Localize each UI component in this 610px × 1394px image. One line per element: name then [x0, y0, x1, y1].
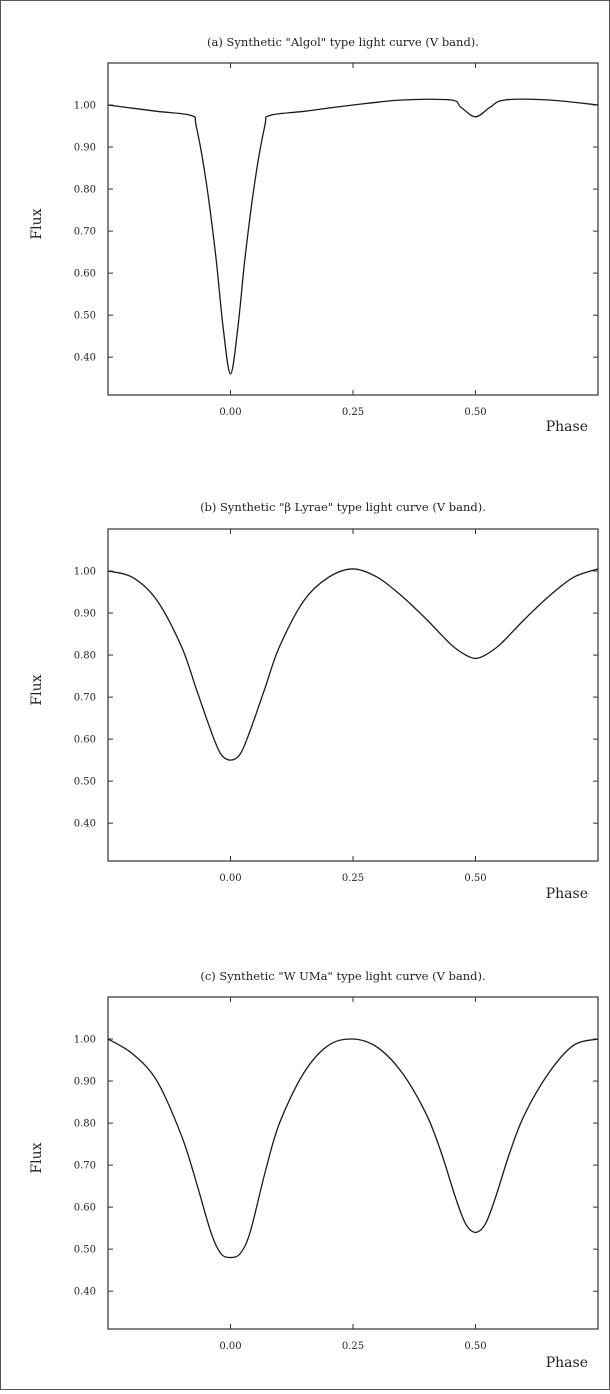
y-tick-label-beta-lyrae: 0.90: [74, 609, 96, 620]
y-tick-label-algol: 0.70: [74, 227, 96, 238]
y-tick-label-w-uma: 0.40: [74, 1287, 96, 1298]
chart-title-beta-lyrae: (b) Synthetic "β Lyrae" type light curve…: [200, 500, 486, 514]
x-axis-label-beta-lyrae: Phase: [546, 886, 588, 902]
y-tick-label-w-uma: 0.80: [74, 1119, 96, 1130]
chart-panel-algol: (a) Synthetic "Algol" type light curve (…: [29, 35, 599, 435]
chart-panel-beta-lyrae: (b) Synthetic "β Lyrae" type light curve…: [29, 500, 599, 902]
x-tick-label-algol: 0.25: [342, 407, 364, 418]
y-tick-label-algol: 0.90: [74, 143, 96, 154]
x-tick-label-w-uma: 0.50: [464, 1341, 486, 1352]
plot-frame-w-uma: [107, 996, 599, 1330]
light-curve-w-uma: [107, 1038, 599, 1259]
y-tick-label-w-uma: 1.00: [74, 1035, 96, 1046]
y-tick-label-algol: 1.00: [74, 101, 96, 112]
y-tick-label-algol: 0.50: [74, 311, 96, 322]
y-tick-label-algol: 0.40: [74, 353, 96, 364]
y-tick-label-beta-lyrae: 1.00: [74, 567, 96, 578]
x-tick-label-algol: 0.00: [219, 407, 241, 418]
chart-title-algol: (a) Synthetic "Algol" type light curve (…: [207, 35, 479, 49]
y-tick-label-w-uma: 0.50: [74, 1245, 96, 1256]
x-tick-label-algol: 0.50: [464, 407, 486, 418]
plot-frame-algol: [107, 62, 599, 396]
x-tick-label-w-uma: 0.00: [219, 1341, 241, 1352]
y-tick-label-algol: 0.60: [74, 269, 96, 280]
y-tick-label-w-uma: 0.60: [74, 1203, 96, 1214]
plot-frame-beta-lyrae: [107, 528, 599, 862]
x-axis-label-w-uma: Phase: [546, 1355, 588, 1371]
x-tick-label-w-uma: 0.25: [342, 1341, 364, 1352]
x-axis-label-algol: Phase: [546, 419, 588, 435]
x-tick-label-beta-lyrae: 0.25: [342, 873, 364, 884]
light-curve-algol: [107, 98, 599, 375]
y-tick-label-w-uma: 0.90: [74, 1077, 96, 1088]
chart-title-w-uma: (c) Synthetic "W UMa" type light curve (…: [200, 969, 485, 983]
y-axis-label-beta-lyrae: Flux: [29, 674, 45, 705]
y-tick-label-beta-lyrae: 0.40: [74, 819, 96, 830]
y-tick-label-beta-lyrae: 0.80: [74, 651, 96, 662]
y-tick-label-w-uma: 0.70: [74, 1161, 96, 1172]
x-tick-label-beta-lyrae: 0.50: [464, 873, 486, 884]
y-tick-label-beta-lyrae: 0.60: [74, 735, 96, 746]
y-axis-label-w-uma: Flux: [29, 1142, 45, 1173]
y-tick-label-beta-lyrae: 0.50: [74, 777, 96, 788]
light-curve-beta-lyrae: [107, 568, 599, 761]
chart-panel-w-uma: (c) Synthetic "W UMa" type light curve (…: [29, 969, 599, 1371]
y-tick-label-algol: 0.80: [74, 185, 96, 196]
y-tick-label-beta-lyrae: 0.70: [74, 693, 96, 704]
y-axis-label-algol: Flux: [29, 208, 45, 239]
x-tick-label-beta-lyrae: 0.00: [219, 873, 241, 884]
